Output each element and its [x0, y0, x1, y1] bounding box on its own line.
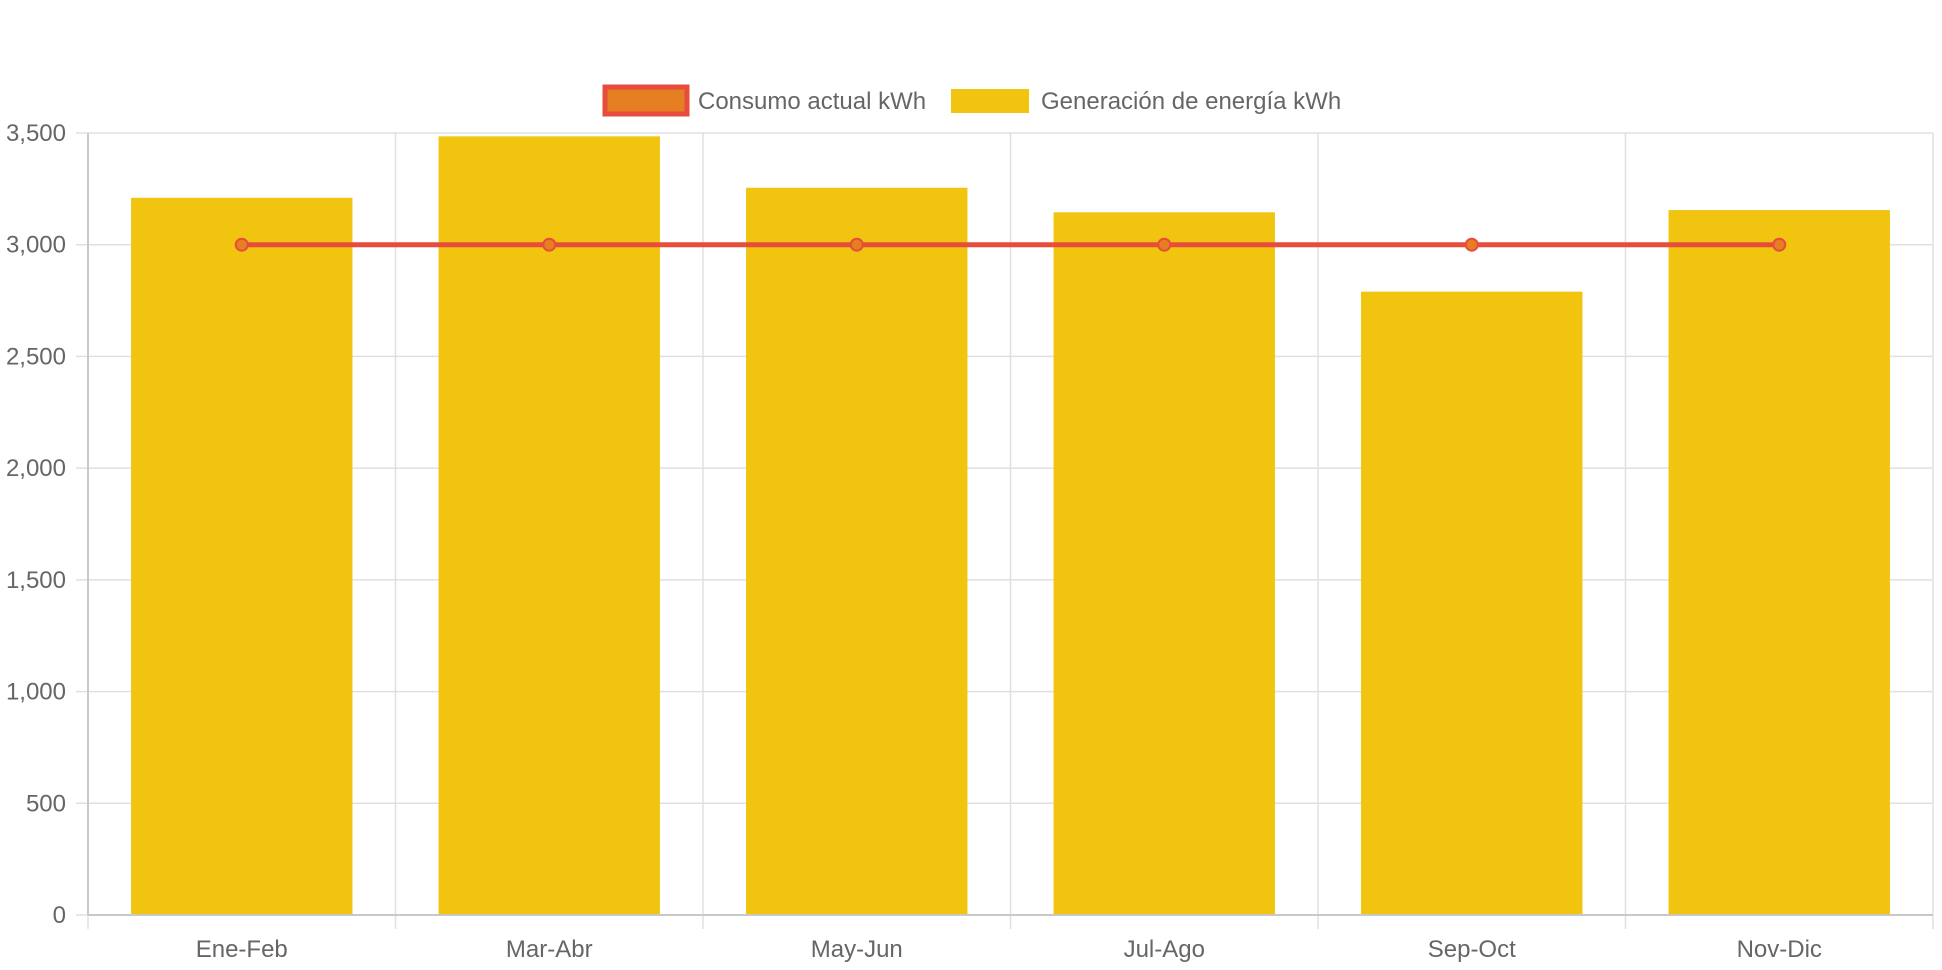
x-tick-label: May-Jun [811, 936, 903, 963]
y-tick-label: 0 [53, 902, 66, 929]
bar-generacion[interactable] [438, 136, 660, 915]
y-tick-label: 3,000 [6, 232, 66, 259]
y-tick-label: 1,000 [6, 679, 66, 706]
point-consumo[interactable] [542, 237, 557, 252]
point-consumo[interactable] [234, 237, 249, 252]
legend-label-consumo: Consumo actual kWh [698, 88, 926, 115]
x-tick-label: Jul-Ago [1124, 936, 1205, 963]
chart-legend: Consumo actual kWh Generación de energía… [602, 84, 1341, 117]
point-consumo[interactable] [1157, 237, 1172, 252]
y-tick-label: 3,500 [6, 120, 66, 147]
chart-axes: 0 500 1,000 1,500 2,000 2,500 3,000 3,500 Ene-Fe… [6, 120, 1933, 963]
bar-generacion[interactable] [131, 197, 353, 915]
point-consumo[interactable] [1772, 237, 1787, 252]
legend-item-generacion[interactable]: Generación de energía kWh [951, 88, 1341, 115]
y-tick-label: 500 [26, 790, 66, 817]
bar-generacion[interactable] [1053, 212, 1275, 915]
legend-swatch-consumo-border [602, 84, 690, 117]
legend-swatch-consumo [605, 87, 687, 114]
point-consumo[interactable] [849, 237, 864, 252]
x-tick-label: Ene-Feb [196, 936, 288, 963]
x-tick-label: Sep-Oct [1428, 936, 1516, 963]
point-consumo[interactable] [1464, 237, 1479, 252]
bar-generacion[interactable] [1361, 291, 1583, 915]
legend-swatch-generacion [951, 89, 1029, 113]
y-tick-label: 2,000 [6, 455, 66, 482]
legend-item-consumo[interactable]: Consumo actual kWh [602, 84, 926, 117]
y-tick-label: 1,500 [6, 567, 66, 594]
bar-generacion[interactable] [1668, 210, 1890, 915]
legend-label-generacion: Generación de energía kWh [1041, 88, 1341, 115]
x-tick-label: Mar-Abr [506, 936, 593, 963]
line-series [234, 237, 1787, 252]
bar-series [131, 136, 1890, 916]
x-tick-label: Nov-Dic [1737, 936, 1822, 963]
chart-grid [76, 132, 1934, 929]
y-tick-label: 2,500 [6, 343, 66, 370]
bar-generacion[interactable] [746, 187, 968, 916]
